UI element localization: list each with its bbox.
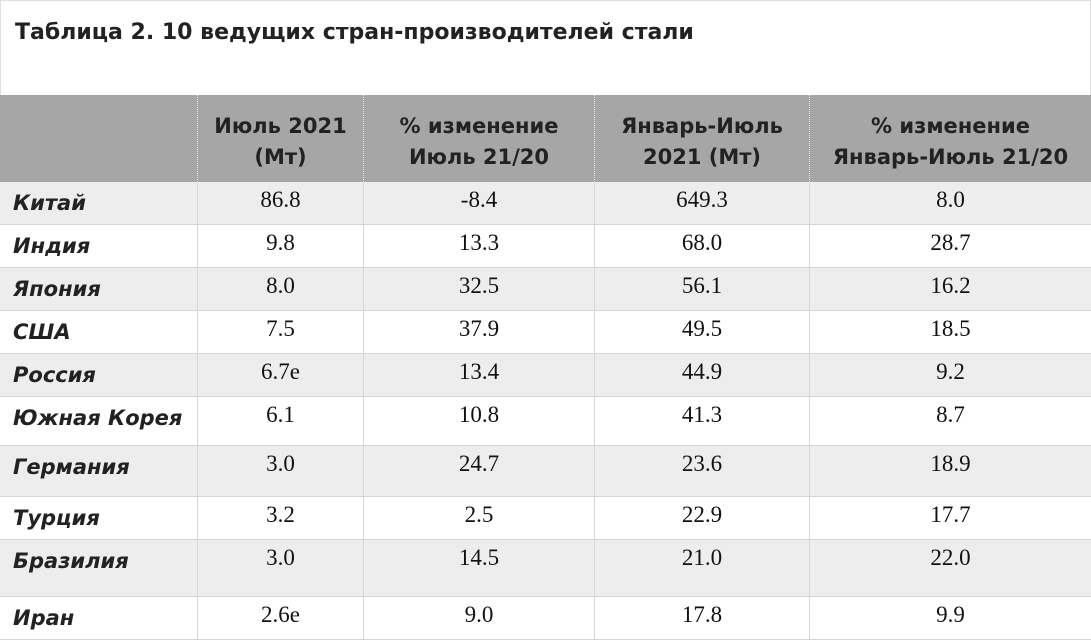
- country-cell: Германия: [13, 455, 130, 479]
- value-cell: 86.8: [197, 182, 363, 224]
- value-cell: 8.0: [809, 182, 1091, 224]
- value-cell: 649.3: [594, 182, 809, 224]
- table-row: Япония 8.0 32.5 56.1 16.2: [0, 268, 1091, 311]
- header-text: Январь-Июль 21/20: [832, 145, 1069, 169]
- table-row: Китай 86.8 -8.4 649.3 8.0: [0, 182, 1091, 225]
- table-row: Бразилия 3.0 14.5 21.0 22.0: [0, 540, 1091, 597]
- value-cell: 3.0: [197, 446, 363, 496]
- value-cell: 6.1: [197, 397, 363, 445]
- value-cell: 44.9: [594, 354, 809, 396]
- title-box: Таблица 2. 10 ведущих стран-производител…: [0, 0, 1091, 95]
- value-cell: 2.6e: [197, 597, 363, 639]
- header-cell: % изменение Июль 21/20: [363, 95, 594, 182]
- country-cell: Индия: [13, 234, 91, 258]
- value-cell: 41.3: [594, 397, 809, 445]
- country-cell: Иран: [13, 606, 75, 630]
- country-cell: США: [13, 320, 71, 344]
- country-cell: Китай: [13, 191, 86, 215]
- header-text: % изменение: [399, 114, 559, 138]
- value-cell: 28.7: [809, 225, 1091, 267]
- value-cell: 56.1: [594, 268, 809, 310]
- value-cell: 9.9: [809, 597, 1091, 639]
- value-cell: 3.2: [197, 497, 363, 539]
- table-row: Индия 9.8 13.3 68.0 28.7: [0, 225, 1091, 268]
- value-cell: 17.8: [594, 597, 809, 639]
- value-cell: 13.4: [363, 354, 594, 396]
- value-cell: 24.7: [363, 446, 594, 496]
- table-row: Южная Корея 6.1 10.8 41.3 8.7: [0, 397, 1091, 446]
- value-cell: 18.5: [809, 311, 1091, 353]
- table-title: Таблица 2. 10 ведущих стран-производител…: [15, 20, 694, 45]
- value-cell: 9.0: [363, 597, 594, 639]
- value-cell: 8.7: [809, 397, 1091, 445]
- header-row: Июль 2021 (Мт) % изменение Июль 21/20 Январь…: [0, 95, 1091, 182]
- country-cell: Турция: [13, 506, 100, 530]
- value-cell: 3.0: [197, 540, 363, 596]
- header-text: % изменение: [871, 114, 1030, 138]
- country-cell: Бразилия: [13, 549, 129, 573]
- country-cell: Южная Корея: [13, 406, 183, 430]
- country-cell: Япония: [13, 277, 101, 301]
- header-cell: % изменение Январь-Июль 21/20: [809, 95, 1091, 182]
- value-cell: 18.9: [809, 446, 1091, 496]
- header-cell: [0, 95, 197, 182]
- value-cell: 37.9: [363, 311, 594, 353]
- value-cell: 16.2: [809, 268, 1091, 310]
- value-cell: 21.0: [594, 540, 809, 596]
- value-cell: 6.7e: [197, 354, 363, 396]
- header-text: 2021 (Мт): [642, 145, 762, 169]
- table-row: Германия 3.0 24.7 23.6 18.9: [0, 446, 1091, 497]
- value-cell: 32.5: [363, 268, 594, 310]
- header-text: Январь-Июль: [621, 114, 783, 138]
- value-cell: 7.5: [197, 311, 363, 353]
- header-text: Июль 2021: [214, 114, 347, 138]
- header-cell: Январь-Июль 2021 (Мт): [594, 95, 809, 182]
- value-cell: 23.6: [594, 446, 809, 496]
- value-cell: 10.8: [363, 397, 594, 445]
- table-row: Иран 2.6e 9.0 17.8 9.9: [0, 597, 1091, 640]
- value-cell: 22.9: [594, 497, 809, 539]
- table-row: Россия 6.7e 13.4 44.9 9.2: [0, 354, 1091, 397]
- value-cell: 68.0: [594, 225, 809, 267]
- value-cell: -8.4: [363, 182, 594, 224]
- value-cell: 13.3: [363, 225, 594, 267]
- value-cell: 8.0: [197, 268, 363, 310]
- header-text: Июль 21/20: [408, 145, 550, 169]
- value-cell: 9.2: [809, 354, 1091, 396]
- country-cell: Россия: [13, 363, 96, 387]
- value-cell: 2.5: [363, 497, 594, 539]
- value-cell: 49.5: [594, 311, 809, 353]
- table-row: США 7.5 37.9 49.5 18.5: [0, 311, 1091, 354]
- value-cell: 9.8: [197, 225, 363, 267]
- header-text: (Мт): [254, 145, 307, 169]
- value-cell: 17.7: [809, 497, 1091, 539]
- header-cell: Июль 2021 (Мт): [197, 95, 363, 182]
- table-row: Турция 3.2 2.5 22.9 17.7: [0, 497, 1091, 540]
- value-cell: 14.5: [363, 540, 594, 596]
- value-cell: 22.0: [809, 540, 1091, 596]
